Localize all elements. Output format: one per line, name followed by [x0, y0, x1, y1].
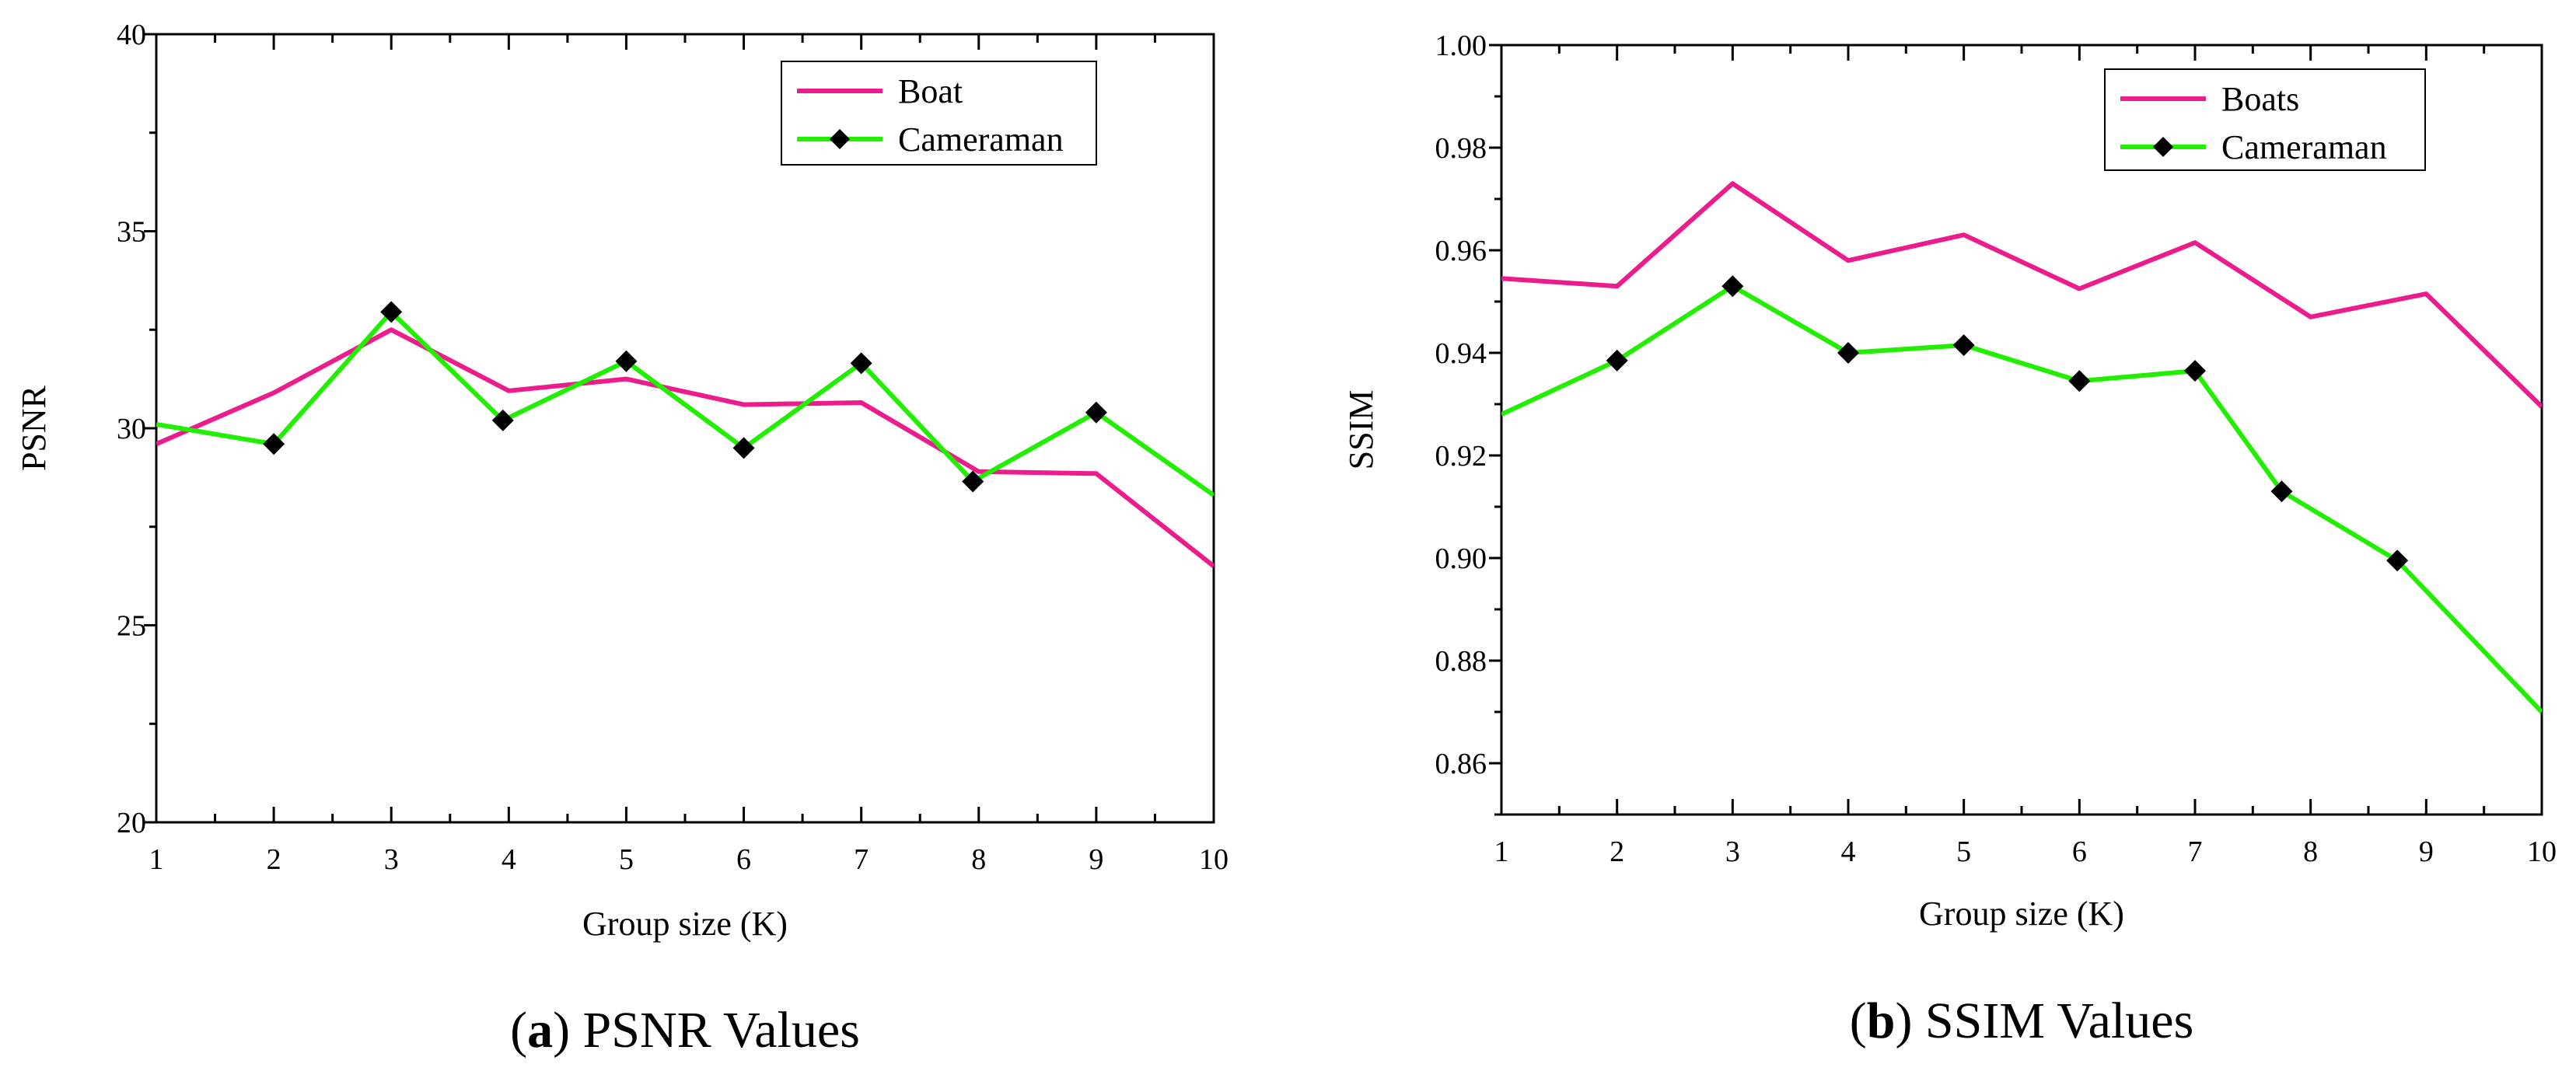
data-point-marker: [2386, 549, 2409, 572]
y-tick-label: 0.86: [1435, 748, 1487, 780]
x-tick-label: 3: [384, 843, 399, 876]
x-tick-label: 2: [267, 843, 281, 876]
y-tick-label: 25: [117, 610, 146, 643]
x-tick-label: 1: [1494, 836, 1509, 868]
legend-label: Cameraman: [2221, 128, 2387, 166]
y-tick-label: 0.98: [1435, 132, 1487, 165]
data-point-marker: [615, 350, 638, 372]
legend: Boats Cameraman: [2104, 68, 2426, 171]
series-line-boat: [156, 327, 1214, 568]
x-tick-label: 8: [971, 843, 986, 876]
y-tick-label: 0.94: [1435, 337, 1487, 370]
data-point-marker: [1606, 349, 1628, 372]
series-line-cameraman: [156, 309, 1214, 497]
series-line-boats: [1501, 181, 2542, 409]
x-axis-title: Group size (K): [582, 905, 788, 943]
x-tick-label: 9: [1089, 843, 1103, 876]
x-tick-label: 1: [149, 843, 164, 876]
y-tick-label: 0.90: [1435, 542, 1487, 575]
chart-a: 1 2 3 4 5 6 7 8 9 10 20 25 30 35 40 Group size (K) PSNR B…: [15, 19, 1229, 1059]
x-tick-label: 2: [1610, 836, 1624, 868]
chart-b: 1 2 3 4 5 6 7 8 9 10 0.86 0.88 0.90 0.92 0.94 0.96 0.98 1…: [1342, 30, 2557, 1049]
x-tick-label: 4: [502, 843, 516, 876]
data-point-marker: [1085, 401, 1107, 424]
legend-label: Boat: [898, 72, 963, 110]
y-tick-label: 0.96: [1435, 235, 1487, 267]
legend: Boat Cameraman: [781, 61, 1097, 166]
data-point-marker: [2068, 370, 2091, 392]
legend-marker: [2153, 137, 2173, 157]
x-tick-label: 3: [1725, 836, 1740, 868]
y-tick-label: 0.88: [1435, 645, 1487, 678]
data-point-marker: [850, 352, 872, 375]
y-tick-label: 40: [117, 19, 146, 51]
x-tick-label: 9: [2419, 836, 2434, 868]
data-point-marker: [962, 470, 984, 493]
data-point-marker: [380, 301, 403, 323]
x-axis-title: Group size (K): [1919, 895, 2124, 933]
x-tick-label: 4: [1841, 836, 1856, 868]
x-tick-label: 7: [2188, 836, 2203, 868]
y-axis-title: PSNR: [15, 385, 53, 471]
data-point-marker: [491, 409, 514, 431]
legend-marker: [830, 129, 850, 149]
data-point-marker: [1952, 334, 1975, 357]
legend-box: [2104, 68, 2426, 171]
data-point-marker: [1721, 275, 1744, 298]
data-point-marker: [263, 433, 285, 455]
data-point-marker: [2184, 360, 2206, 382]
x-tick-label: 5: [1956, 836, 1971, 868]
y-tick-label: 20: [117, 807, 146, 839]
x-tick-label: 6: [2072, 836, 2087, 868]
x-tick-label: 6: [736, 843, 751, 876]
chart-caption: (b) SSIM Values: [1850, 993, 2194, 1049]
chart-caption: (a) PSNR Values: [510, 1002, 860, 1059]
y-tick-label: 0.92: [1435, 440, 1487, 473]
data-point-marker: [732, 437, 755, 459]
legend-box: [781, 61, 1097, 166]
x-tick-label: 8: [2303, 836, 2318, 868]
x-tick-label: 7: [854, 843, 869, 876]
series-line-cameraman: [1501, 284, 2542, 714]
data-point-marker: [1837, 342, 1859, 364]
x-tick-label: 10: [1199, 843, 1229, 876]
x-tick-label: 10: [2527, 836, 2557, 868]
x-tick-label: 5: [619, 843, 634, 876]
legend-label: Cameraman: [898, 120, 1064, 159]
data-point-marker: [2270, 480, 2293, 503]
legend-label: Boats: [2221, 80, 2299, 118]
y-axis-title: SSIM: [1342, 390, 1380, 470]
y-tick-label: 30: [117, 413, 146, 445]
y-tick-label: 35: [117, 216, 146, 249]
y-tick-label: 1.00: [1435, 30, 1487, 62]
